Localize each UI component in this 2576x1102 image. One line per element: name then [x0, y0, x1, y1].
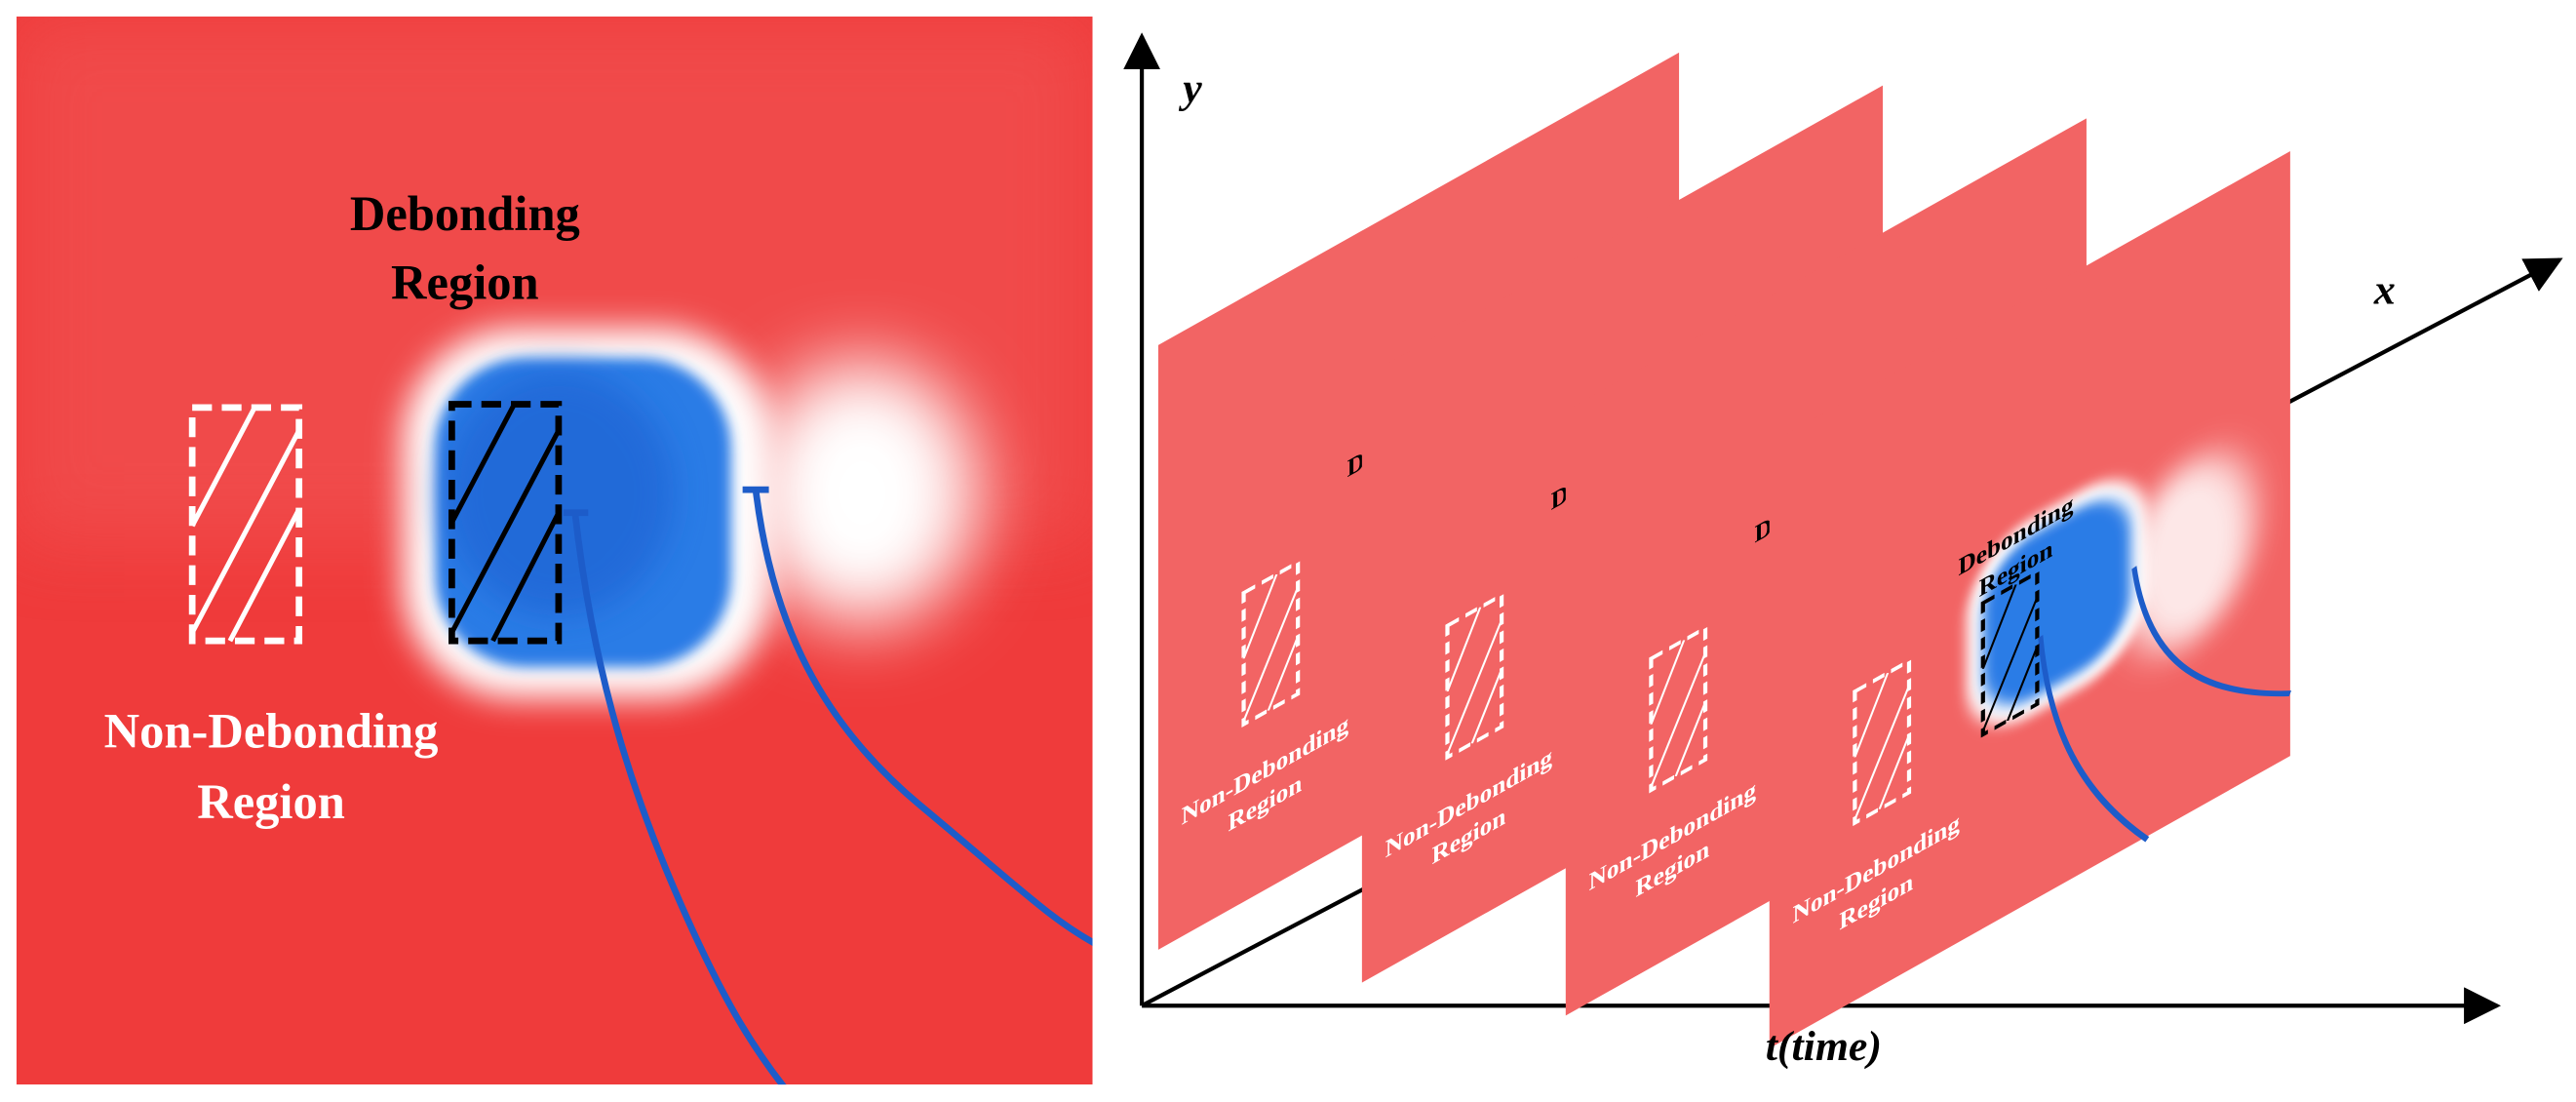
hatch: [189, 406, 301, 643]
debonding-label: Debonding Region: [350, 186, 580, 310]
label-line: Region: [391, 256, 539, 310]
frames: DebondingRegionNon-DebondingRegionDebond…: [1157, 52, 2292, 1049]
label-line: Region: [197, 774, 345, 829]
hatch: [1981, 584, 2039, 731]
stack-diagram: DebondingRegionNon-DebondingRegionDebond…: [1123, 32, 2563, 1070]
hatch: [1854, 673, 1911, 820]
wire: [571, 512, 787, 1085]
non-debonding-box: [1445, 592, 1504, 761]
wire-tip: [563, 486, 769, 517]
t-axis-label: t(time): [1766, 1023, 1882, 1070]
wire: [2131, 566, 2292, 697]
debonding-area: [1982, 500, 2131, 705]
hatch: [1446, 607, 1503, 755]
label-line: Debonding: [350, 186, 580, 241]
scaled-figure: Debonding Region Non-Debonding Region Debo…: [16, 16, 2563, 1085]
wire: [2038, 635, 2150, 843]
x-axis-label: x: [2373, 267, 2396, 314]
hatch: [1650, 640, 1707, 787]
thermal-image: Debonding Region Non-Debonding Region: [16, 16, 1093, 1085]
debonding-box: [1980, 569, 2040, 738]
warm-spot: [747, 361, 978, 625]
non-debonding-label: Non-Debonding Region: [104, 704, 439, 829]
label-line: Non-Debonding: [104, 704, 439, 759]
hatch: [449, 403, 562, 643]
y-axis-label: y: [1178, 64, 1202, 111]
warm-spot: [2123, 455, 2254, 651]
wire: [752, 489, 1093, 946]
non-debonding-box: [1241, 559, 1301, 728]
hatch: [1242, 573, 1300, 722]
